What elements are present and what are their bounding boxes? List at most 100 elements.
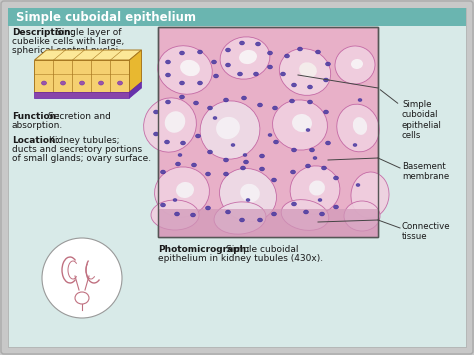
Ellipse shape: [310, 148, 315, 152]
Ellipse shape: [219, 168, 276, 222]
Ellipse shape: [267, 51, 273, 55]
Ellipse shape: [246, 198, 250, 202]
Ellipse shape: [198, 81, 202, 85]
Ellipse shape: [173, 198, 177, 202]
Ellipse shape: [299, 62, 317, 78]
Ellipse shape: [175, 162, 181, 166]
Ellipse shape: [165, 111, 185, 133]
Ellipse shape: [191, 163, 197, 167]
Ellipse shape: [226, 48, 230, 52]
Ellipse shape: [351, 59, 363, 69]
Text: epithelium in kidney tubules (430x).: epithelium in kidney tubules (430x).: [158, 254, 323, 263]
Ellipse shape: [214, 202, 266, 234]
Ellipse shape: [326, 141, 330, 145]
Ellipse shape: [224, 98, 228, 102]
Ellipse shape: [313, 157, 317, 159]
Ellipse shape: [161, 170, 165, 174]
Ellipse shape: [335, 46, 375, 84]
Ellipse shape: [231, 143, 235, 147]
Ellipse shape: [309, 180, 325, 196]
Ellipse shape: [279, 49, 331, 95]
Ellipse shape: [308, 100, 312, 104]
Text: Connective
tissue: Connective tissue: [402, 222, 451, 241]
Bar: [158, 27, 378, 237]
Ellipse shape: [255, 42, 261, 46]
Ellipse shape: [174, 212, 180, 216]
Ellipse shape: [273, 140, 279, 144]
Ellipse shape: [326, 62, 330, 66]
Ellipse shape: [191, 213, 195, 217]
Ellipse shape: [239, 218, 245, 222]
Ellipse shape: [211, 60, 217, 64]
Ellipse shape: [298, 47, 302, 51]
Ellipse shape: [281, 72, 285, 76]
Text: ducts and secretory portions: ducts and secretory portions: [12, 145, 142, 154]
Ellipse shape: [353, 117, 367, 135]
Ellipse shape: [226, 63, 230, 67]
Text: cubelike cells with large,: cubelike cells with large,: [12, 37, 124, 46]
Ellipse shape: [356, 184, 360, 186]
Ellipse shape: [155, 167, 210, 217]
Ellipse shape: [216, 117, 240, 139]
Ellipse shape: [180, 60, 200, 76]
Text: Function:: Function:: [12, 112, 60, 121]
Ellipse shape: [226, 210, 230, 214]
Ellipse shape: [321, 166, 327, 170]
Ellipse shape: [237, 72, 243, 76]
Ellipse shape: [240, 166, 246, 170]
Text: Single layer of: Single layer of: [56, 28, 121, 37]
Ellipse shape: [118, 81, 122, 85]
Bar: [35, 60, 129, 92]
Ellipse shape: [239, 41, 245, 45]
Ellipse shape: [273, 100, 328, 150]
Ellipse shape: [220, 37, 270, 79]
Ellipse shape: [180, 81, 184, 85]
Ellipse shape: [306, 129, 310, 131]
Ellipse shape: [290, 166, 340, 214]
Ellipse shape: [241, 96, 246, 100]
Ellipse shape: [208, 106, 212, 110]
Ellipse shape: [334, 176, 338, 180]
Ellipse shape: [318, 198, 322, 202]
Ellipse shape: [257, 103, 263, 107]
Ellipse shape: [180, 51, 184, 55]
Ellipse shape: [303, 210, 309, 214]
Ellipse shape: [281, 200, 329, 230]
Ellipse shape: [165, 60, 171, 64]
Polygon shape: [35, 50, 142, 60]
Ellipse shape: [272, 212, 276, 216]
Ellipse shape: [323, 110, 328, 114]
Ellipse shape: [268, 133, 272, 137]
Ellipse shape: [198, 50, 202, 54]
Text: Location:: Location:: [12, 136, 59, 145]
Ellipse shape: [224, 172, 228, 176]
Ellipse shape: [306, 164, 310, 168]
Ellipse shape: [165, 73, 171, 77]
Polygon shape: [129, 82, 142, 98]
Ellipse shape: [292, 202, 297, 206]
Ellipse shape: [319, 212, 325, 216]
Ellipse shape: [193, 101, 199, 105]
Ellipse shape: [42, 238, 122, 318]
Bar: [158, 27, 378, 237]
Polygon shape: [129, 50, 142, 92]
Ellipse shape: [213, 74, 219, 78]
Ellipse shape: [42, 81, 46, 85]
Ellipse shape: [337, 104, 379, 152]
Text: Description:: Description:: [12, 28, 74, 37]
Bar: [35, 92, 129, 98]
Ellipse shape: [61, 81, 65, 85]
Ellipse shape: [165, 100, 171, 104]
Text: absorption.: absorption.: [12, 121, 63, 130]
Ellipse shape: [254, 72, 258, 76]
Ellipse shape: [164, 140, 170, 144]
Ellipse shape: [351, 172, 389, 218]
Ellipse shape: [158, 46, 212, 94]
Text: Simple cuboidal: Simple cuboidal: [226, 245, 299, 254]
Ellipse shape: [181, 141, 185, 145]
Ellipse shape: [206, 172, 210, 176]
Text: Basement
membrane: Basement membrane: [402, 162, 449, 181]
Ellipse shape: [273, 106, 277, 110]
Ellipse shape: [151, 200, 199, 230]
Text: Simple cuboidal epithelium: Simple cuboidal epithelium: [16, 11, 196, 23]
